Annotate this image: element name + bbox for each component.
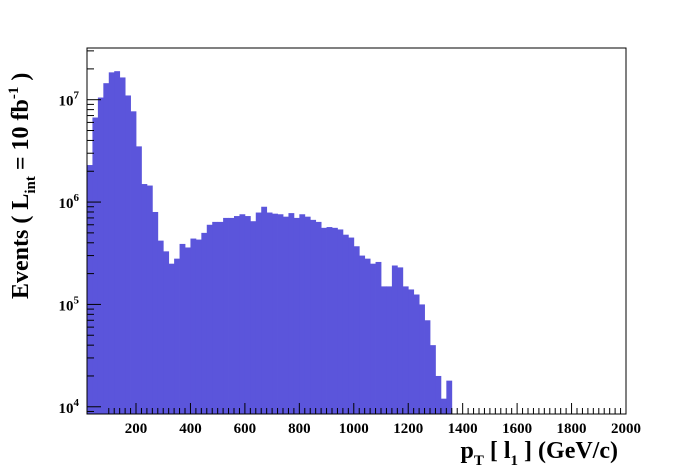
histogram-bar bbox=[446, 380, 453, 414]
y-axis-ticks: 104 105 106 107 bbox=[59, 50, 101, 417]
histogram-bar bbox=[342, 234, 349, 414]
histogram-bar bbox=[179, 243, 186, 414]
histogram-bar bbox=[440, 398, 447, 414]
histogram-bar bbox=[332, 227, 338, 414]
x-tick-label: 800 bbox=[288, 421, 311, 437]
histogram-bar bbox=[402, 286, 409, 414]
x-tick-label: 200 bbox=[125, 421, 148, 437]
y-axis-label: Events ( Lint = 10 fb-1 ) bbox=[6, 73, 39, 299]
histogram-bar bbox=[212, 221, 219, 414]
histogram-bar bbox=[386, 286, 393, 414]
x-tick-label: 1400 bbox=[448, 421, 478, 437]
histogram-bar bbox=[272, 213, 278, 414]
x-tick-label: 400 bbox=[179, 421, 202, 437]
histogram-bar bbox=[435, 375, 442, 414]
histogram-bar bbox=[223, 217, 229, 414]
histogram-bar bbox=[408, 289, 415, 414]
histogram-bar bbox=[397, 267, 404, 414]
histogram-bar bbox=[141, 184, 148, 414]
histogram-bar bbox=[413, 294, 420, 414]
histogram-bar bbox=[299, 214, 306, 414]
histogram-bar bbox=[261, 206, 268, 414]
histogram-bar bbox=[255, 212, 262, 414]
histogram-bar bbox=[250, 221, 257, 414]
x-tick-label: 1800 bbox=[557, 421, 587, 437]
histogram-bar bbox=[244, 216, 251, 414]
histogram-bar bbox=[228, 217, 235, 414]
histogram-bars bbox=[87, 71, 453, 415]
histogram-bar bbox=[168, 263, 175, 414]
histogram-bar bbox=[359, 255, 366, 414]
histogram-bar bbox=[136, 146, 142, 414]
histogram-bar bbox=[185, 247, 191, 414]
histogram-bar bbox=[315, 221, 322, 414]
histogram-bar bbox=[348, 237, 355, 414]
histogram-bar bbox=[130, 111, 137, 414]
histogram-bar bbox=[375, 261, 382, 414]
y-tick-label: 105 bbox=[59, 294, 80, 314]
histogram-bar bbox=[310, 219, 317, 414]
x-tick-label: 1600 bbox=[502, 421, 532, 437]
plot-frame-rect bbox=[86, 47, 627, 415]
histogram-bar bbox=[190, 238, 197, 414]
x-tick-label: 1200 bbox=[393, 421, 423, 437]
histogram-bar bbox=[321, 227, 327, 414]
histogram-bar bbox=[337, 229, 344, 414]
x-tick-label: 1000 bbox=[339, 421, 369, 437]
histogram-bar bbox=[87, 165, 93, 414]
histogram-bar bbox=[152, 211, 159, 414]
x-tick-label: 600 bbox=[234, 421, 257, 437]
histogram-bar bbox=[217, 221, 224, 414]
histogram-bar bbox=[304, 216, 311, 414]
histogram-bar bbox=[266, 212, 273, 414]
histogram-bar bbox=[353, 246, 360, 414]
histogram-bar bbox=[157, 240, 164, 414]
y-tick-label: 107 bbox=[59, 90, 80, 110]
y-tick-label: 106 bbox=[59, 192, 80, 212]
histogram-bar bbox=[92, 117, 99, 415]
histogram-bar bbox=[108, 72, 115, 414]
histogram-bar bbox=[103, 83, 110, 414]
x-tick-label: 2000 bbox=[611, 421, 641, 437]
y-tick-label: 104 bbox=[59, 397, 80, 417]
histogram-bar bbox=[430, 345, 436, 414]
histogram-bar bbox=[114, 71, 121, 414]
histogram-bar bbox=[195, 239, 202, 414]
plot-frame bbox=[86, 47, 627, 415]
x-axis-ticks: 200 400 600 800 1000 1200 1400 1600 1800 2000 bbox=[108, 403, 641, 437]
histogram-bar bbox=[381, 286, 387, 414]
histogram-bar bbox=[163, 251, 170, 414]
histogram-bar bbox=[234, 216, 240, 414]
histogram-bar bbox=[277, 214, 284, 414]
x-axis-label: pT [ l1 ] (GeV/c) bbox=[461, 438, 619, 469]
histogram-bar bbox=[419, 304, 425, 414]
histogram-bar bbox=[283, 216, 289, 414]
histogram-bar bbox=[119, 77, 126, 414]
histogram-bar bbox=[146, 185, 153, 414]
histogram-bar bbox=[370, 263, 376, 414]
histogram-bar bbox=[125, 95, 131, 414]
histogram-bar bbox=[288, 213, 295, 414]
histogram-bar bbox=[424, 320, 431, 414]
histogram-bar bbox=[239, 214, 246, 414]
histogram-bar bbox=[326, 227, 333, 414]
histogram-bar bbox=[97, 97, 104, 414]
histogram-bar bbox=[174, 258, 180, 414]
histogram-bar bbox=[201, 232, 208, 414]
histogram-bar bbox=[391, 265, 398, 414]
histogram-bar bbox=[206, 224, 213, 414]
histogram-bar bbox=[293, 217, 300, 414]
histogram-bar bbox=[364, 258, 371, 414]
